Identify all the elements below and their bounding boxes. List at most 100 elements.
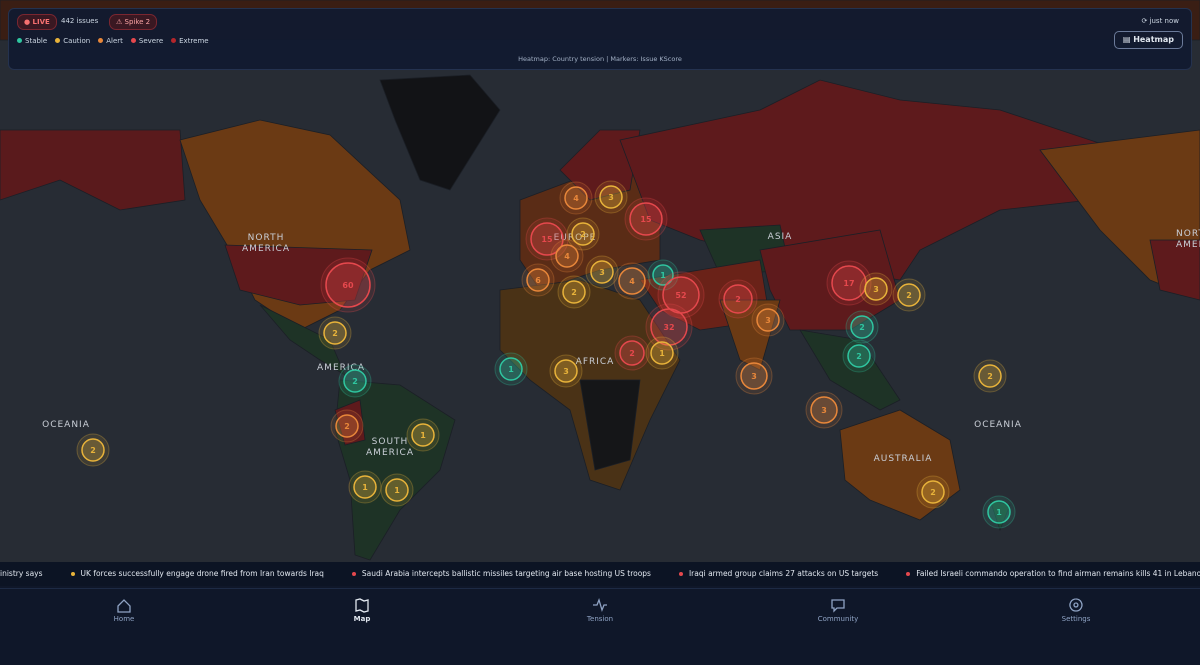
issue-marker[interactable]: 3 — [805, 391, 843, 429]
ticker-item: Failed Israeli commando operation to fin… — [906, 562, 1200, 586]
issue-marker[interactable]: 1 — [380, 473, 414, 507]
issue-marker[interactable]: 2 — [318, 316, 352, 350]
marker-ring — [652, 264, 674, 286]
issue-marker[interactable]: 52 — [657, 271, 705, 319]
legend-item: Stable — [17, 37, 47, 45]
issue-marker[interactable]: 2 — [557, 275, 591, 309]
marker-ring — [571, 222, 595, 246]
marker-label: 6 — [535, 276, 541, 285]
marker-ring — [619, 340, 645, 366]
issue-marker[interactable]: 2 — [566, 217, 600, 251]
marker-label: 1 — [362, 483, 368, 492]
nav-label: Home — [113, 615, 135, 623]
issue-marker[interactable]: 3 — [735, 357, 773, 395]
issue-marker[interactable]: 4 — [559, 181, 593, 215]
issue-marker[interactable]: 2 — [845, 310, 879, 344]
marker-label: 3 — [608, 193, 614, 202]
marker-ring — [650, 341, 674, 365]
ticker-item: Iraqi armed group claims 27 attacks on U… — [678, 562, 878, 586]
marker-ring — [978, 364, 1002, 388]
nav-label: Map — [353, 615, 371, 623]
issue-marker[interactable]: 3 — [585, 255, 619, 289]
issue-marker[interactable]: 17 — [826, 260, 872, 306]
issue-marker[interactable]: 2 — [842, 339, 876, 373]
spike-text: Spike 2 — [124, 18, 151, 26]
nav-icon-path — [831, 599, 845, 613]
issue-marker[interactable]: 2 — [916, 475, 950, 509]
issue-marker[interactable]: 4 — [550, 239, 584, 273]
marker-label: 1 — [996, 508, 1002, 517]
legend-dot — [17, 38, 22, 43]
legend-item: Extreme — [171, 37, 209, 45]
marker-label: 1 — [394, 486, 400, 495]
marker-ring — [847, 344, 871, 368]
issue-marker[interactable]: 32 — [645, 303, 693, 351]
marker-label: 2 — [352, 377, 358, 386]
issue-marker[interactable]: 60 — [320, 257, 376, 313]
updated-text: just now — [1149, 17, 1179, 25]
issue-marker[interactable]: 2 — [76, 433, 110, 467]
marker-ring — [530, 222, 564, 256]
updated[interactable]: ⟳ just now — [1141, 17, 1179, 25]
marker-ring — [756, 308, 780, 332]
issue-marker[interactable]: 1 — [982, 495, 1016, 529]
issue-marker[interactable]: 15 — [624, 197, 668, 241]
marker-halo — [826, 260, 872, 306]
marker-ring — [618, 267, 646, 295]
issue-marker[interactable]: 2 — [973, 359, 1007, 393]
legend-item: Severe — [130, 37, 164, 45]
marker-ring — [325, 262, 371, 308]
nav-icon-path — [117, 599, 131, 613]
nav-item[interactable]: Map — [302, 597, 422, 623]
news-ticker: inistry says UK forces successfully engag… — [0, 562, 1200, 586]
nav-item[interactable]: Community — [778, 597, 898, 623]
ticker-text: UK forces successfully engage drone fire… — [80, 569, 324, 578]
legend-item: Caution — [55, 37, 90, 45]
ticker-text: inistry says — [0, 569, 43, 578]
marker-label: 1 — [420, 431, 426, 440]
marker-label: 52 — [675, 291, 686, 300]
legend-label: Stable — [25, 37, 48, 45]
issue-marker[interactable]: 1 — [645, 336, 679, 370]
marker-ring — [921, 480, 945, 504]
issue-marker[interactable]: 2 — [330, 409, 364, 443]
ticker-dot — [678, 572, 683, 576]
nav-item[interactable]: Tension — [540, 597, 660, 623]
nav-item[interactable]: Home — [64, 597, 184, 623]
marker-ring — [629, 202, 663, 236]
marker-label: 3 — [599, 268, 605, 277]
legend-dot — [130, 38, 136, 43]
issue-marker[interactable]: 3 — [751, 303, 785, 337]
map-note: Heatmap: Country tension | Markers: Issu… — [518, 55, 682, 63]
issue-marker[interactable]: 2 — [614, 335, 650, 371]
issue-marker[interactable]: 1 — [647, 259, 679, 291]
marker-ring — [554, 359, 578, 383]
marker-ring — [81, 438, 105, 462]
issue-marker[interactable]: 3 — [594, 180, 628, 214]
live-text: LIVE — [32, 18, 50, 26]
issue-marker[interactable]: 1 — [348, 470, 382, 504]
nav-icon — [355, 598, 369, 613]
legend-label: Severe — [138, 37, 164, 45]
nav-item[interactable]: Settings — [1016, 597, 1136, 623]
issue-marker[interactable]: 1 — [406, 418, 440, 452]
ticker-item: Saudi Arabia intercepts ballistic missil… — [351, 562, 651, 586]
heatmap-button[interactable]: ▤ Heatmap — [1113, 31, 1183, 49]
marker-label: 15 — [640, 215, 652, 224]
issue-marker[interactable]: 2 — [892, 278, 926, 312]
issue-marker[interactable]: 3 — [549, 354, 583, 388]
legend-label: Extreme — [179, 37, 209, 45]
marker-label: 2 — [906, 291, 912, 300]
header-panel: ● LIVE 442 issues ⚠ Spike 2 ⟳ just now S… — [8, 8, 1192, 70]
marker-label: 4 — [573, 194, 579, 203]
issue-marker[interactable]: 2 — [338, 364, 372, 398]
marker-ring — [810, 396, 838, 424]
issue-marker[interactable]: 4 — [613, 262, 651, 300]
issue-marker[interactable]: 3 — [859, 272, 893, 306]
issue-marker[interactable]: 1 — [494, 352, 528, 386]
issue-marker[interactable]: 6 — [521, 263, 555, 297]
marker-halo — [645, 303, 693, 351]
issue-marker[interactable]: 2 — [718, 279, 758, 319]
